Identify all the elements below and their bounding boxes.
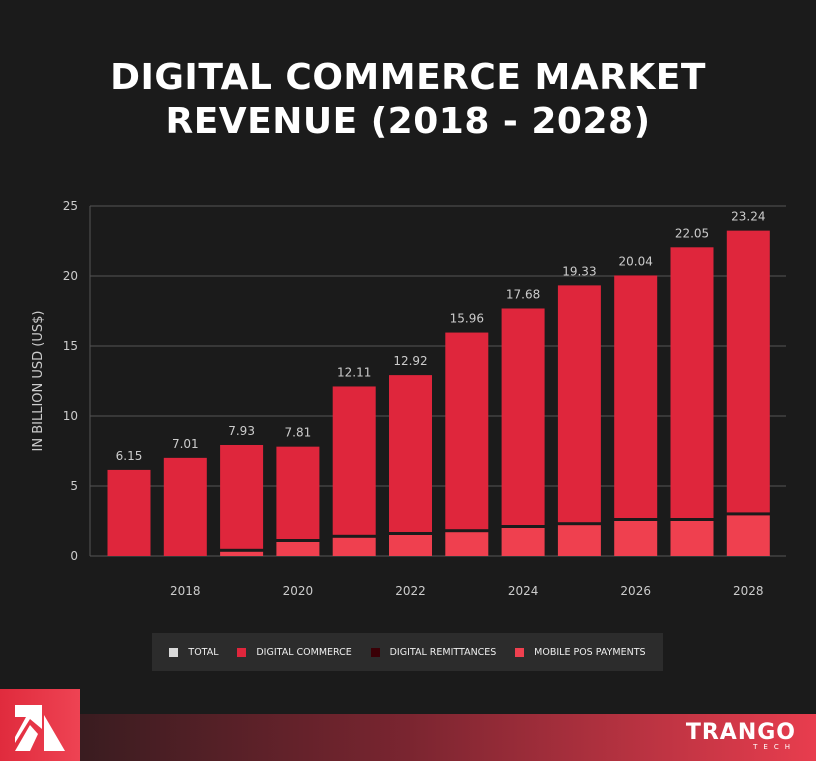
y-tick-label: 15 [63,339,78,353]
x-tick-label: 2028 [733,584,764,598]
bar-mobile-pos-payments [614,521,658,556]
brand-sub: TECH [753,743,796,751]
bar-mobile-pos-payments [557,525,601,556]
bar-digital-commerce [220,444,264,549]
bar-digital-commerce [445,332,489,530]
legend: TOTAL DIGITAL COMMERCE DIGITAL REMITTANCES… [152,633,663,671]
bar-mobile-pos-payments [670,521,714,556]
footer-bar [0,714,816,761]
legend-label: TOTAL [188,646,219,658]
bar-chart: 0 5 10 15 20 25 IN BILLION USD (US$) 6.15 7.01 20… [31,199,786,598]
bar-digital-commerce [276,446,320,539]
x-tick-label: 2022 [395,584,426,598]
x-tick-label: 2024 [508,584,539,598]
data-label: 20.04 [619,254,653,268]
legend-item: DIGITAL REMITTANCES [370,646,497,658]
bar-digital-commerce [670,247,714,519]
logo-arrow-icon [0,689,80,761]
bar-mobile-pos-payments [501,528,545,556]
y-tick-label: 20 [63,269,78,283]
data-label: 19.33 [562,264,596,278]
data-label: 15.96 [450,312,484,326]
data-label: 12.92 [393,354,427,368]
x-tick-label: 2020 [283,584,314,598]
legend-swatch [169,647,179,657]
data-label: 7.81 [285,426,312,440]
bar-mobile-pos-payments [332,537,376,556]
legend-swatch [370,647,380,657]
data-label: 7.93 [228,424,255,438]
data-label: 6.15 [116,449,143,463]
bar-mobile-pos-payments [726,515,770,556]
legend-item: DIGITAL COMMERCE [237,646,352,658]
y-tick-label: 25 [63,199,78,213]
bar-digital-commerce [332,386,376,535]
bar-mobile-pos-payments [389,535,432,556]
y-axis-label: IN BILLION USD (US$) [31,311,46,452]
bar-mobile-pos-payments [276,542,320,556]
data-label: 7.01 [172,437,199,451]
bar-digital-commerce [389,375,432,532]
bar-digital-commerce [557,285,601,523]
brand-name: TRANGO [685,720,796,745]
legend-label: DIGITAL REMITTANCES [389,646,497,658]
bar-digital-commerce [163,457,207,556]
bar-digital-commerce [501,308,545,525]
data-label: 17.68 [506,287,540,301]
x-tick-label: 2018 [170,584,201,598]
data-label: 22.05 [675,226,709,240]
bar-digital-commerce [614,275,658,518]
legend-item: TOTAL [169,646,219,658]
legend-swatch [515,647,525,657]
data-label: 23.24 [731,210,765,224]
brand-logo: TRANGO TECH [686,720,796,751]
x-tick-label: 2026 [620,584,651,598]
legend-swatch [237,647,247,657]
legend-label: DIGITAL COMMERCE [256,646,352,658]
legend-label: MOBILE POS PAYMENTS [534,646,646,658]
legend-item: MOBILE POS PAYMENTS [515,646,646,658]
bar-digital-commerce [107,469,151,556]
bar-digital-commerce [726,230,770,513]
data-label: 12.11 [337,365,371,379]
y-tick-label: 0 [70,549,78,563]
y-tick-label: 10 [63,409,78,423]
bar-mobile-pos-payments [220,551,264,556]
y-tick-label: 5 [70,479,78,493]
bar-mobile-pos-payments [445,532,489,556]
chart-title: DIGITAL COMMERCE MARKET REVENUE (2018 - 2… [110,57,706,142]
